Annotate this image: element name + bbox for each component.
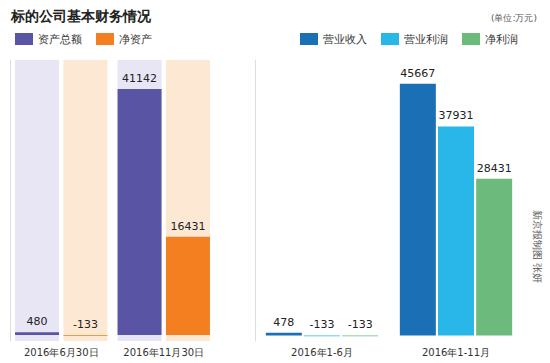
svg-text:-133: -133 (310, 318, 335, 331)
svg-text:480: 480 (27, 315, 48, 328)
svg-text:标的公司基本财务情况: 标的公司基本财务情况 (10, 8, 152, 24)
svg-text:营业利润: 营业利润 (404, 33, 448, 46)
svg-text:-133: -133 (73, 318, 98, 331)
svg-text:净资产: 净资产 (119, 33, 152, 46)
svg-text:营业收入: 营业收入 (323, 33, 367, 46)
svg-text:2016年11月30日: 2016年11月30日 (123, 347, 204, 358)
svg-text:478: 478 (273, 316, 294, 329)
svg-text:(单位:万元): (单位:万元) (491, 13, 537, 23)
svg-text:2016年6月30日: 2016年6月30日 (24, 347, 99, 358)
svg-text:-133: -133 (348, 318, 373, 331)
svg-text:净利润: 净利润 (485, 33, 518, 46)
svg-text:2016年1-11月: 2016年1-11月 (422, 347, 490, 358)
svg-text:新京报制图 张妍: 新京报制图 张妍 (532, 210, 543, 283)
svg-text:45667: 45667 (400, 67, 435, 80)
svg-text:2016年1-6月: 2016年1-6月 (291, 347, 353, 358)
svg-text:37931: 37931 (439, 109, 474, 122)
svg-text:28431: 28431 (477, 162, 512, 175)
svg-text:16431: 16431 (170, 220, 205, 233)
svg-text:资产总额: 资产总额 (38, 33, 82, 46)
svg-text:41142: 41142 (122, 72, 157, 85)
